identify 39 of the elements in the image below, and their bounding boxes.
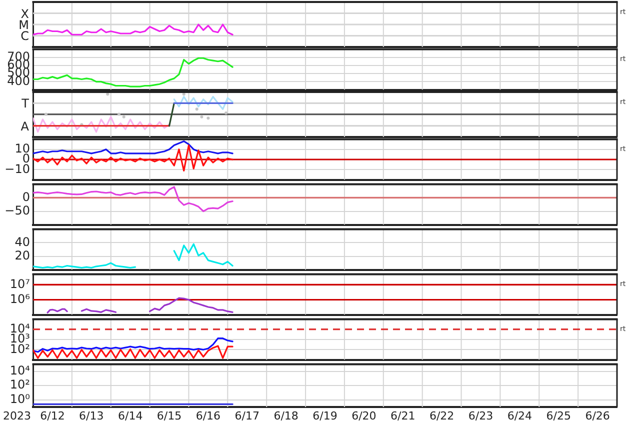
x-tick-label: 6/19 (312, 409, 338, 422)
x-tick-label: 6/12 (40, 409, 65, 422)
x-tick-label: 6/26 (585, 409, 610, 422)
y-tick-label: 10⁴ (10, 363, 30, 378)
x-axis-title: 2023 (3, 409, 31, 422)
x-tick-label: 6/21 (390, 409, 416, 422)
point (182, 92, 186, 96)
point (206, 116, 210, 120)
point (117, 112, 120, 116)
y-tick-label: 20 (14, 248, 30, 262)
x-tick-label: 6/23 (468, 409, 494, 422)
point (200, 115, 204, 118)
ref-line-label: A (20, 119, 30, 134)
x-tick-label: 6/15 (156, 409, 182, 422)
y-tick-label: 10² (10, 378, 30, 392)
y-tick-label: 10² (10, 342, 30, 356)
x-tick-label: 6/16 (196, 409, 221, 422)
y-tick-label: 10⁶ (10, 292, 30, 306)
y-tick-label: 10⁷ (10, 276, 30, 291)
x-tick-label: 6/24 (507, 409, 532, 422)
x-tick-label: 6/17 (234, 409, 260, 422)
point (122, 115, 126, 118)
point (224, 112, 228, 114)
y-tick-label: −10 (4, 162, 30, 176)
y-tick-label: 10⁰ (10, 392, 30, 406)
ref-line-label: X (20, 6, 29, 21)
x-tick-label: 6/18 (274, 409, 298, 422)
x-tick-label: 6/25 (546, 409, 571, 422)
point (44, 112, 48, 116)
x-tick-label: 6/14 (118, 409, 143, 422)
x-tick-label: 6/20 (352, 409, 376, 422)
point (106, 92, 110, 96)
x-tick-label: 6/22 (429, 409, 454, 422)
x-tick-label: 6/13 (79, 409, 104, 422)
ref-line-label: T (20, 96, 30, 111)
y-tick-label: 0 (22, 190, 30, 204)
y-tick-label: 40 (14, 234, 30, 249)
point (195, 108, 198, 111)
y-tick-label: −50 (4, 203, 30, 218)
